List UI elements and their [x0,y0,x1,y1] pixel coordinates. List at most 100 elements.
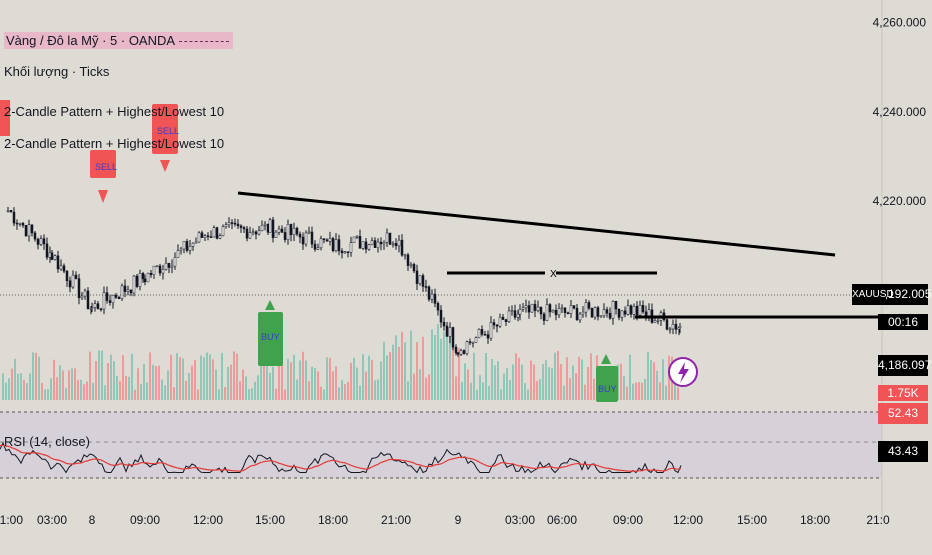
candle-body [572,305,576,309]
volume-bar [281,359,283,400]
volume-bar [383,341,385,400]
sell-signal-1[interactable]: SELL [90,150,117,203]
candle-body [602,309,606,316]
trendline-descending[interactable] [237,191,836,257]
volume-bar [290,362,292,400]
volume-bar [584,384,586,400]
volume-bar [311,366,313,400]
candle-body [6,210,10,212]
candle-body [391,243,395,245]
volume-bar [485,352,487,400]
volume-bar [446,335,448,400]
volume-bar [557,350,559,400]
candle-body [182,241,186,250]
lightning-icon[interactable] [668,357,698,387]
time-tick-label: 09:00 [613,513,643,527]
sell-signal-2[interactable]: SELL [152,104,179,172]
candle-body [286,224,290,240]
volume-bar [377,379,379,400]
volume-bar [2,373,4,400]
candle-body [554,309,558,316]
buy-signal-2[interactable]: BUY [596,354,618,402]
legend-rsi[interactable]: RSI (14, close) [4,434,90,449]
volume-bar [632,383,634,400]
volume-bar [398,346,400,400]
volume-bar [329,357,331,400]
price-tick-label: 4,220.000 [873,194,927,208]
candle-body [33,232,37,240]
volume-bar [629,354,631,400]
volume-bar [11,368,13,400]
volume-bar [221,352,223,400]
volume-bar [563,385,565,400]
volume-bar [128,376,130,400]
volume-bar [170,354,172,400]
candle-body [507,310,511,323]
volume-bar [407,381,409,400]
candle-body [161,269,165,274]
volume-bar [203,357,205,400]
volume-bar [293,354,295,400]
volume-bar [167,370,169,400]
volume-bar [227,366,229,400]
volume-bar [500,389,502,400]
candle-body [86,290,90,309]
candle-body [257,230,261,235]
volume-bar [83,384,85,400]
candle-body [409,264,413,266]
sell-signal-edge[interactable] [0,100,10,136]
candle-body [233,222,237,225]
volume-bar [428,374,430,400]
buy-label: BUY [598,384,617,394]
candle-body [674,323,678,330]
volume-bar [545,360,547,400]
legend-volume[interactable]: Khối lượng · Ticks [4,64,110,79]
last-price-tag: 4,192.005 [878,284,931,305]
candle-body [516,313,520,318]
candle-body [406,254,410,266]
candle-body [539,306,543,315]
legend-indicator-1[interactable]: 2-Candle Pattern + Highest/Lowest 10 [4,104,225,119]
candle-body [578,313,582,321]
candle-body [36,238,40,245]
candle-body [260,225,264,231]
rsi-value-tag: 52.43 [878,403,928,424]
volume-bar [404,342,406,400]
candle-body [454,346,458,354]
candle-body [668,328,672,331]
volume-bar [380,361,382,400]
rsi-ma-line [0,444,682,472]
symbol-tag: XAUUSD [852,284,894,305]
volume-bar [524,383,526,400]
volume-bar [437,324,439,400]
candle-body [48,252,52,258]
volume-bar [497,361,499,400]
candle-body [459,350,463,355]
time-axis[interactable]: 01:00 03:00 8 09:00 12:00 15:00 18:00 21:00 9 03:… [0,513,890,527]
volume-bar [455,376,457,400]
volume-bar [20,373,22,400]
buy-signal-1[interactable]: BUY [258,300,283,366]
volume-bar [86,381,88,400]
legend-symbol[interactable]: Vàng / Đô la Mỹ · 5 · OANDA [4,32,234,49]
candle-body [524,305,528,309]
candle-body [542,313,546,321]
candle-body [99,308,103,311]
volume-bar [335,366,337,400]
volume-bar [239,381,241,400]
candle-body [9,210,13,213]
volume-bar [275,388,277,400]
candle-body [569,305,573,314]
volume-bar [32,352,34,400]
volume-bar [218,389,220,400]
candle-body [298,233,302,238]
volume-bar [59,365,61,400]
volume-bar [344,383,346,400]
legend-indicator-2[interactable]: 2-Candle Pattern + Highest/Lowest 10 [4,136,225,151]
volume-bar [110,354,112,400]
time-tick-label: 15:00 [255,513,285,527]
candle-body [442,321,446,327]
x-marker: X [550,269,557,280]
